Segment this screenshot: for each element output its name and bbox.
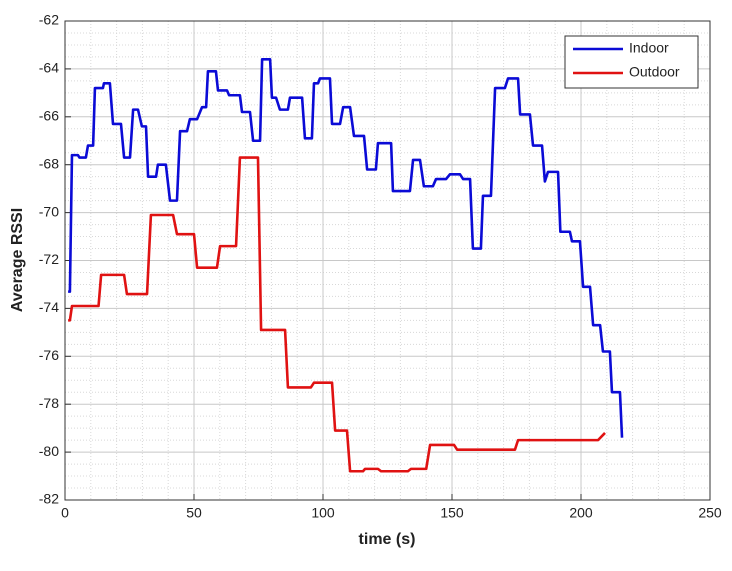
y-tick-label: -82	[39, 491, 59, 507]
legend-label: Outdoor	[629, 64, 680, 80]
data-line	[68, 156, 606, 473]
x-tick-label: 50	[186, 505, 202, 521]
legend-box	[564, 35, 699, 89]
y-tick-label: -74	[39, 299, 59, 315]
y-tick-label: -80	[39, 443, 59, 459]
x-tick-label: 250	[698, 505, 722, 521]
x-tick-label: 0	[61, 505, 69, 521]
y-tick-label: -70	[39, 203, 59, 219]
y-tick-label: -62	[39, 12, 59, 28]
x-tick-label: 150	[440, 505, 464, 521]
y-tick-label: -68	[39, 155, 59, 171]
legend-label: Indoor	[629, 40, 669, 56]
y-tick-label: -66	[39, 108, 59, 124]
y-tick-label: -72	[39, 251, 59, 267]
y-tick-label: -76	[39, 347, 59, 363]
y-tick-label: -78	[39, 395, 59, 411]
x-tick-label: 100	[311, 505, 335, 521]
axes-frame	[64, 20, 711, 501]
x-tick-label: 200	[569, 505, 593, 521]
y-axis-label: Average RSSI	[9, 208, 26, 312]
y-tick-label: -64	[39, 60, 59, 76]
x-axis-label: time (s)	[359, 531, 416, 548]
data-line	[68, 58, 624, 438]
